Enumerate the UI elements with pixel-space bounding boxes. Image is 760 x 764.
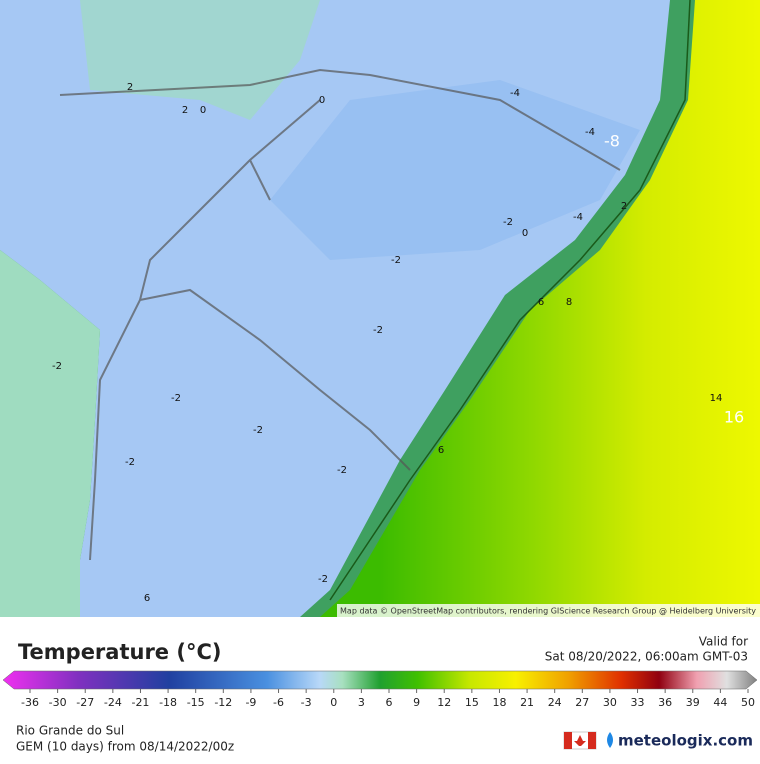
colorbar-tick-label: -30 [49, 696, 67, 709]
contour-label: -2 [52, 361, 62, 372]
contour-label: 0 [319, 95, 325, 106]
colorbar-tick-label: 39 [686, 696, 700, 709]
colorbar-tick-label: -27 [76, 696, 94, 709]
contour-label: 0 [522, 228, 528, 239]
colorbar-tick-label: 15 [465, 696, 479, 709]
colorbar-tick-label: -15 [187, 696, 205, 709]
borders [59, 68, 621, 561]
colorbar-tick-label: 44 [713, 696, 727, 709]
colorbar-tick-label: 27 [575, 696, 589, 709]
contour-label: -4 [573, 212, 583, 223]
contour-label: -4 [510, 88, 520, 99]
contour-label: 0 [200, 105, 206, 116]
cold-core [270, 80, 640, 260]
colorbar-tick-label: 12 [437, 696, 451, 709]
region: Rio Grande do Sul [16, 724, 124, 738]
contour-label: -4 [585, 127, 595, 138]
contour-label: 8 [566, 297, 572, 308]
colorbar-tick-label: 36 [658, 696, 672, 709]
colorbar-tick-label: 6 [386, 696, 393, 709]
colorbar-tick-label: -3 [301, 696, 312, 709]
contour-label: 6 [144, 593, 150, 604]
contour-label: -2 [391, 255, 401, 266]
colorbar-tick-label: -21 [131, 696, 149, 709]
brand-logo [607, 732, 613, 748]
contour-label: 2 [621, 201, 627, 212]
colorbar-tick-label: 18 [492, 696, 506, 709]
coastline [329, 0, 691, 601]
land-west [0, 250, 100, 617]
colorbar-tick-label: 50 [741, 696, 755, 709]
contour-label: 14 [710, 393, 723, 404]
colorbar-tick-label: 33 [631, 696, 645, 709]
model-run: GEM (10 days) from 08/14/2022/00z [16, 740, 234, 754]
colorbar-tick-label: -6 [273, 696, 284, 709]
contour-label: 2 [182, 105, 188, 116]
contour-label: -2 [318, 574, 328, 585]
contour-label: -8 [604, 132, 620, 151]
colorbar-tick-label: 9 [413, 696, 420, 709]
contour-label: -2 [125, 457, 135, 468]
valid-label: Valid for [699, 635, 748, 649]
colorbar-tick-label: 24 [548, 696, 562, 709]
colorbar-tick-label: -12 [214, 696, 232, 709]
colorbar [2, 670, 758, 690]
attribution: Map data © OpenStreetMap contributors, r… [340, 607, 756, 616]
contour-label: -2 [503, 217, 513, 228]
contour-label: 16 [724, 408, 744, 427]
contour-label: -2 [337, 465, 347, 476]
contour-label: 6 [538, 297, 544, 308]
colorbar-tick-label: -24 [104, 696, 122, 709]
contour-label: -2 [373, 325, 383, 336]
contour-label: 6 [438, 445, 444, 456]
legend-panel: Temperature (°C) Valid for Sat 08/20/202… [2, 635, 758, 754]
colorbar-tick-label: 21 [520, 696, 534, 709]
contour-label: -2 [171, 393, 181, 404]
legend-title: Temperature (°C) [18, 640, 221, 664]
colorbar-tick-label: -18 [159, 696, 177, 709]
valid-time: Sat 08/20/2022, 06:00am GMT-03 [545, 650, 748, 664]
contour-label: 2 [127, 82, 133, 93]
colorbar-tick-label: -9 [245, 696, 256, 709]
map: Map data © OpenStreetMap contributors, r… [0, 0, 760, 617]
flag [563, 731, 597, 750]
colorbar-tick-label: 3 [358, 696, 365, 709]
colorbar-tick-label: 0 [330, 696, 337, 709]
attribution-bg [337, 604, 760, 617]
contour-label: -2 [253, 425, 263, 436]
colorbar-tick-label: 30 [603, 696, 617, 709]
brand[interactable]: meteologix.com [618, 732, 753, 750]
colorbar-tick-label: -36 [21, 696, 39, 709]
